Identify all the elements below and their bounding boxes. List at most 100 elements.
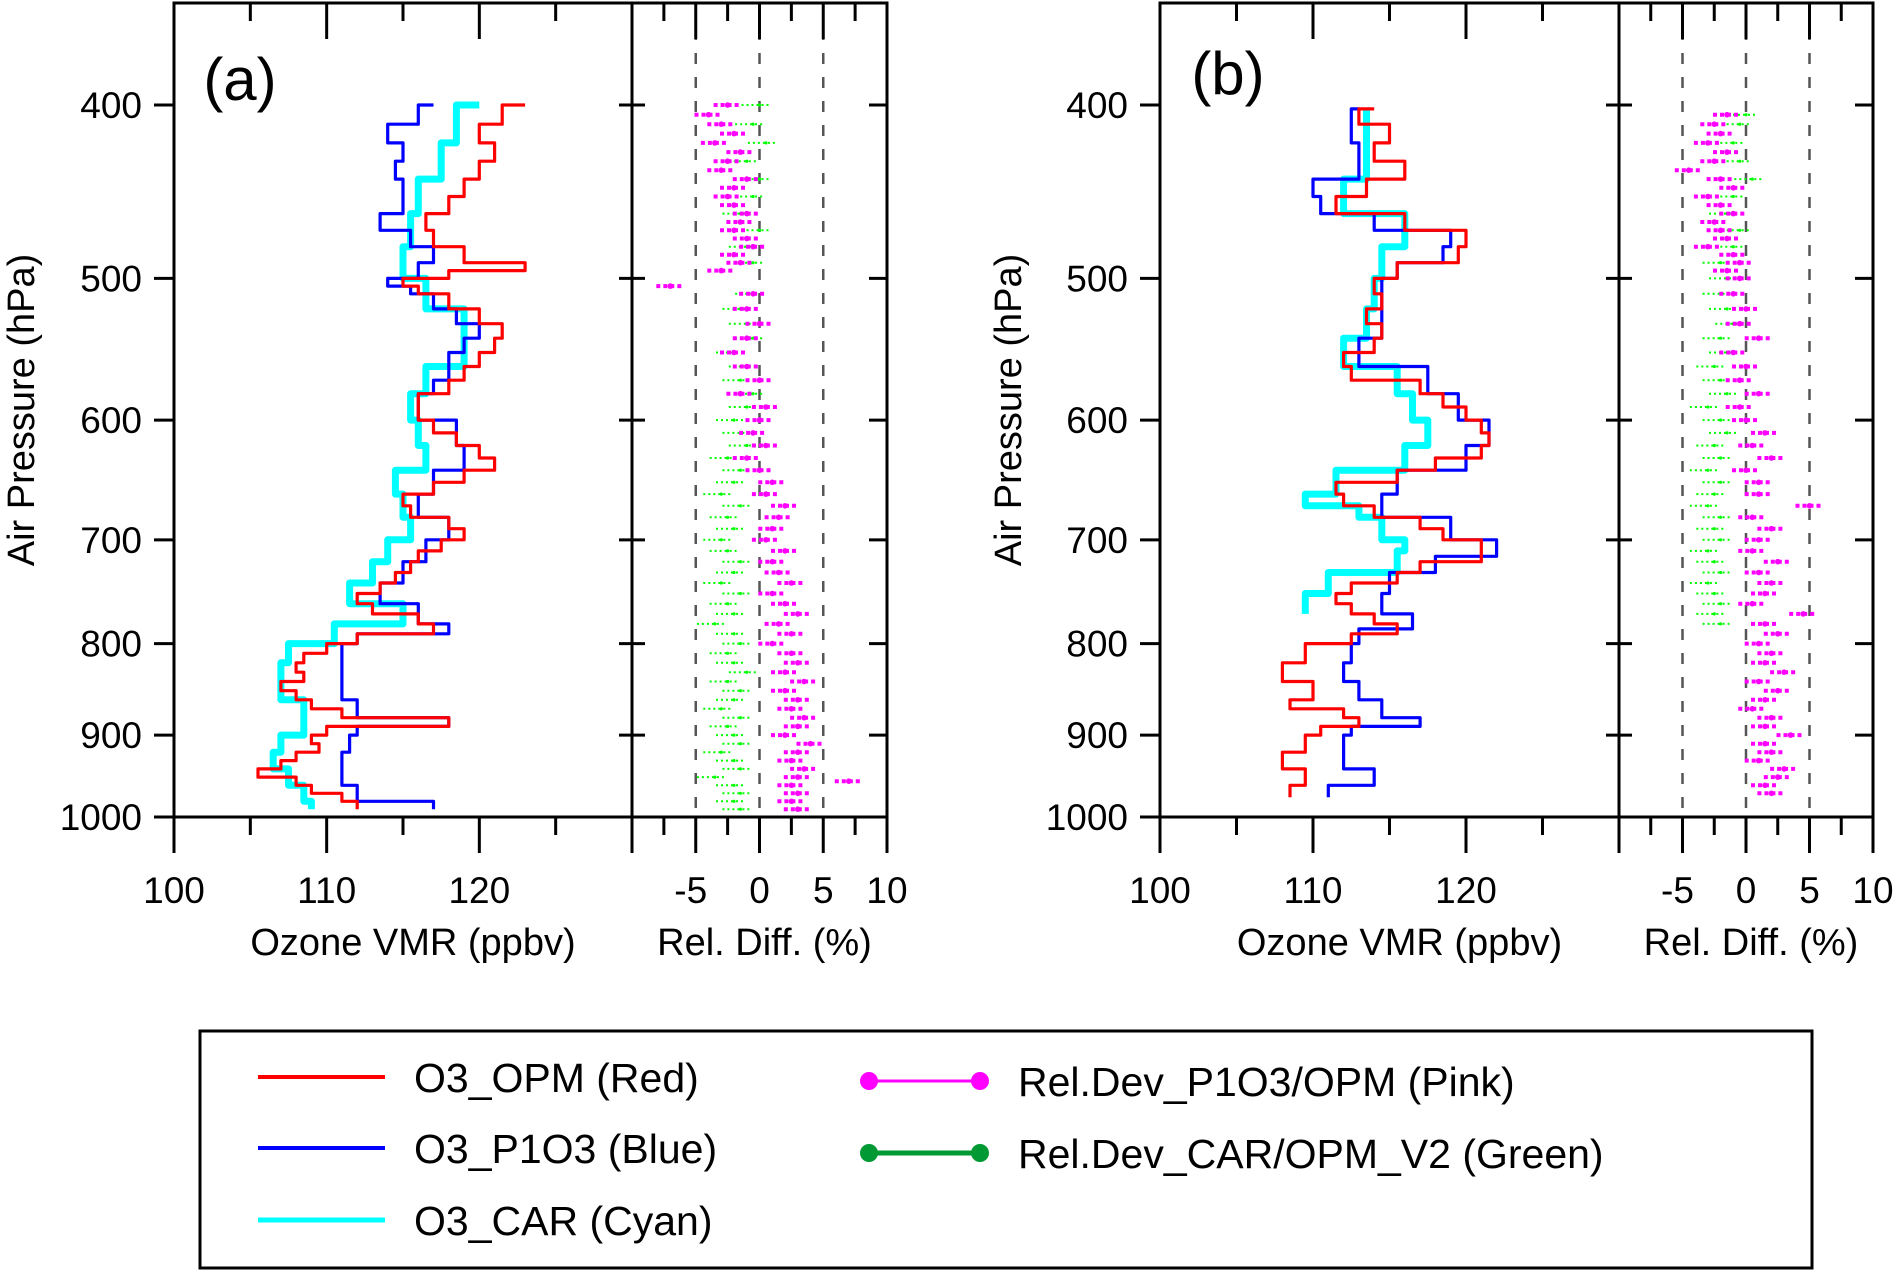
- y-tick-label: 800: [80, 624, 142, 665]
- reldiff-point-green: [1712, 443, 1716, 448]
- y-axis-title: Air Pressure (hPa): [988, 254, 1030, 567]
- reldiff-point-green: [738, 716, 743, 720]
- reldiff-point-green: [1712, 364, 1716, 369]
- reldiff-point-green: [1719, 622, 1723, 626]
- reldiff-point-green: [1719, 538, 1723, 542]
- rel-tick-label: 10: [866, 870, 907, 911]
- reldiff-point-green: [1712, 591, 1716, 596]
- y-tick-label: 700: [80, 520, 142, 561]
- legend-label-opm: O3_OPM (Red): [414, 1055, 699, 1101]
- reldiff-point-green: [732, 612, 736, 616]
- x-axis-title: Ozone VMR (ppbv): [1237, 922, 1562, 964]
- y-tick-label: 600: [1066, 400, 1128, 441]
- reldiff-point-green: [1719, 570, 1723, 575]
- reldiff-point-green: [757, 228, 762, 232]
- rel-axis-title: Rel. Diff. (%): [1644, 922, 1859, 964]
- reldiff-point-green: [732, 480, 736, 484]
- legend-entry-reldev-car: Rel.Dev_CAR/OPM_V2 (Green): [860, 1131, 1604, 1177]
- reldiff-point-green: [732, 418, 736, 422]
- series-line-o3_opm: [1280, 107, 1491, 798]
- rel-tick-label: -5: [674, 870, 707, 911]
- reldiff-point-green: [1706, 468, 1710, 472]
- reldiff-point-green: [738, 689, 743, 693]
- y-axis-title: Air Pressure (hPa): [1, 254, 43, 567]
- reldiff-point-green: [719, 581, 723, 585]
- x-tick-label: 100: [1129, 870, 1191, 911]
- reldiff-point-green: [1712, 612, 1716, 616]
- y-tick-label: 600: [80, 400, 142, 441]
- reldiff-point-green: [719, 707, 723, 711]
- reldiff-point-green: [1731, 194, 1735, 199]
- y-tick-label: 400: [1066, 85, 1128, 126]
- y-tick-label: 1000: [60, 797, 142, 838]
- series-line-o3_car: [1301, 108, 1432, 614]
- reldiff-point-green: [732, 759, 736, 763]
- reldiff-point-green: [757, 177, 762, 181]
- y-tick-label: 800: [1066, 624, 1128, 665]
- reldiff-point-green: [745, 159, 749, 163]
- reldiff-point-green: [1725, 307, 1729, 311]
- legend-box: [198, 1029, 1814, 1270]
- reldiff-point-green: [1719, 418, 1723, 422]
- reldiff-point-green: [726, 602, 730, 606]
- x-tick-label: 110: [297, 870, 356, 911]
- reldiff-point-green: [1719, 515, 1723, 519]
- rel-tick-label: 5: [813, 870, 834, 911]
- rel-tick-label: -5: [1661, 870, 1694, 911]
- x-tick-label: 100: [143, 870, 205, 911]
- reldiff-point-green: [732, 733, 736, 737]
- reldiff-point-green: [1744, 113, 1748, 117]
- rel-tick-label: 0: [1736, 870, 1757, 911]
- y-tick-label: 500: [80, 258, 142, 299]
- reldiff-point-green: [719, 492, 723, 496]
- reldiff-point-green: [745, 670, 749, 674]
- reldiff-point-green: [738, 468, 743, 472]
- reldiff-point-green: [713, 622, 717, 626]
- rel-tick-label: 10: [1852, 870, 1893, 911]
- reldiff-point-green: [1706, 581, 1710, 585]
- reldiff-point-green: [1706, 549, 1710, 553]
- reldiff-point-green: [757, 103, 762, 107]
- y-tick-label: 500: [1066, 258, 1128, 299]
- reldiff-point-green: [719, 750, 723, 754]
- y-tick-label: 400: [80, 85, 142, 126]
- reldiff-point-green: [745, 443, 749, 448]
- reldiff-point-green: [1731, 141, 1735, 145]
- panel-label: (b): [1191, 40, 1264, 107]
- plot-frame: [172, 1, 889, 819]
- reldiff-point-green: [738, 560, 743, 564]
- reldiff-point-green: [1712, 527, 1716, 531]
- reldiff-point-green: [738, 504, 743, 508]
- reldiff-point-green: [732, 661, 736, 665]
- series-line-o3_car: [269, 101, 480, 810]
- legend-label-car: O3_CAR (Cyan): [414, 1198, 712, 1244]
- reldiff-point-green: [1719, 261, 1723, 265]
- panel-label: (a): [203, 46, 276, 113]
- reldiff-point-green: [738, 642, 743, 646]
- legend-entry-p1o3: O3_P1O3 (Blue): [258, 1126, 717, 1172]
- reldiff-point-green: [1719, 602, 1723, 606]
- reldiff-point-green: [1738, 159, 1742, 163]
- reldiff-point-green: [732, 632, 736, 636]
- legend-label-p1o3: O3_P1O3 (Blue): [414, 1126, 717, 1172]
- reldiff-point-green: [745, 405, 749, 409]
- reldiff-point-green: [738, 791, 743, 795]
- y-tick-label: 900: [80, 715, 142, 756]
- reldiff-point-green: [1725, 392, 1729, 396]
- reldiff-point-green: [732, 698, 736, 702]
- reldiff-point-green: [738, 767, 743, 771]
- legend-marker-pink-right: [971, 1072, 989, 1090]
- reldiff-point-green: [751, 194, 755, 199]
- legend-marker-green-right: [971, 1144, 989, 1162]
- x-axis-title: Ozone VMR (ppbv): [250, 922, 575, 964]
- reldiff-point-green: [738, 807, 743, 811]
- reldiff-point-green: [751, 261, 755, 265]
- y-tick-label: 900: [1066, 715, 1128, 756]
- legend-label-reldev-p1o3: Rel.Dev_P1O3/OPM (Pink): [1018, 1059, 1515, 1105]
- reldiff-point-green: [726, 651, 730, 655]
- reldiff-point-green: [1712, 560, 1716, 564]
- rel-axis-title: Rel. Diff. (%): [657, 922, 872, 964]
